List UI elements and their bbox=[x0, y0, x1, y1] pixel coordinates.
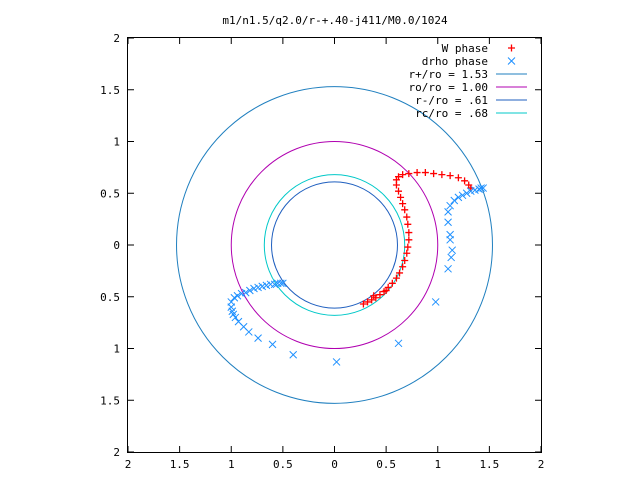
drho-phase-point bbox=[462, 189, 471, 198]
drho-phase-point bbox=[241, 288, 250, 297]
x-tick-label: 1.5 bbox=[479, 458, 499, 471]
x-tick-label: 0 bbox=[331, 458, 338, 471]
drho-phase-point bbox=[332, 358, 341, 366]
drho-phase-point bbox=[444, 208, 452, 216]
x-tick-label: 2 bbox=[125, 458, 132, 471]
drho-phase-point bbox=[231, 313, 240, 322]
y-tick-label: 2 bbox=[113, 32, 120, 45]
legend-label: ro/ro = 1.00 bbox=[409, 81, 488, 94]
y-tick-label: 2 bbox=[113, 446, 120, 459]
data-points bbox=[227, 169, 488, 366]
y-tick-label: 1 bbox=[113, 343, 120, 356]
w-phase-point bbox=[376, 291, 384, 299]
drho-phase-point bbox=[450, 196, 459, 205]
drho-phase-point bbox=[279, 279, 287, 288]
w-phase-point bbox=[413, 169, 421, 177]
legend-marker bbox=[507, 57, 516, 65]
circle-r-ro bbox=[271, 181, 398, 309]
w-phase-point bbox=[421, 169, 429, 177]
drho-phase-point bbox=[447, 253, 456, 262]
y-tick-label: 1 bbox=[113, 136, 120, 149]
w-phase-point bbox=[399, 263, 407, 271]
w-phase-point bbox=[370, 292, 378, 300]
w-phase-point bbox=[405, 170, 413, 178]
w-phase-point bbox=[405, 236, 413, 244]
axis-ticks: 2 1.5 1 0.5 0 0.5 1 1.5 221.510.500.511.52 bbox=[100, 32, 544, 471]
w-phase-point bbox=[368, 296, 376, 304]
circle-r+ro bbox=[176, 86, 493, 404]
drho-phase-point bbox=[446, 235, 454, 244]
w-phase-point bbox=[396, 269, 404, 277]
drho-phase-point bbox=[254, 334, 262, 343]
w-phase-point bbox=[364, 298, 372, 306]
reference-circles bbox=[176, 86, 493, 404]
drho-phase-point bbox=[268, 340, 277, 349]
drho-phase-point bbox=[446, 201, 454, 210]
w-phase-point bbox=[388, 279, 396, 287]
chart-title: m1/n1.5/q2.0/r-+.40-j411/M0.0/1024 bbox=[222, 14, 448, 27]
legend-label: rc/ro = .68 bbox=[415, 107, 488, 120]
w-phase-point bbox=[395, 187, 403, 195]
x-tick-label: 1.5 bbox=[170, 458, 190, 471]
drho-phase-point bbox=[244, 328, 253, 336]
drho-phase-point bbox=[289, 350, 298, 359]
drho-phase-point bbox=[477, 184, 485, 192]
drho-phase-point bbox=[233, 291, 242, 300]
y-tick-label: 0.5 bbox=[100, 187, 120, 200]
w-phase-point bbox=[404, 220, 412, 228]
drho-phase-point bbox=[394, 339, 403, 348]
w-phase-point bbox=[399, 200, 407, 208]
drho-phase-point bbox=[454, 193, 463, 202]
drho-phase-point bbox=[276, 279, 285, 288]
w-phase-point bbox=[438, 171, 446, 179]
drho-phase-point bbox=[444, 218, 452, 227]
x-tick-label: 0.5 bbox=[273, 458, 293, 471]
w-phase-point bbox=[454, 174, 462, 182]
w-phase-point bbox=[403, 213, 411, 221]
w-phase-point bbox=[382, 287, 390, 295]
x-tick-label: 1 bbox=[228, 458, 235, 471]
w-phase-point bbox=[399, 171, 407, 179]
y-tick-label: 1.5 bbox=[100, 394, 120, 407]
drho-phase-point bbox=[448, 246, 457, 255]
circle-roro bbox=[230, 141, 439, 349]
drho-phase-point bbox=[444, 264, 452, 273]
w-phase-point bbox=[401, 257, 409, 265]
legend-marker bbox=[508, 44, 515, 52]
w-phase-point bbox=[461, 177, 469, 185]
drho-phase-point bbox=[458, 191, 467, 200]
drho-phase-point bbox=[245, 286, 254, 295]
drho-phase-point bbox=[479, 184, 488, 192]
y-tick-label: 0 bbox=[113, 239, 120, 252]
x-tick-label: 2 bbox=[538, 458, 545, 471]
legend-label: W phase bbox=[442, 42, 488, 55]
w-phase-point bbox=[397, 193, 405, 201]
w-phase-point bbox=[392, 274, 400, 282]
w-phase-point bbox=[430, 170, 438, 178]
x-tick-label: 1 bbox=[434, 458, 441, 471]
drho-phase-point bbox=[431, 298, 440, 306]
y-tick-label: 0.5 bbox=[100, 291, 120, 304]
circle-rcro bbox=[263, 174, 406, 316]
w-phase-point bbox=[403, 249, 411, 257]
w-phase-point bbox=[401, 206, 409, 214]
w-phase-point bbox=[359, 300, 367, 308]
legend-label: r-/ro = .61 bbox=[415, 94, 488, 107]
x-tick-label: 0.5 bbox=[376, 458, 396, 471]
y-tick-label: 1.5 bbox=[100, 84, 120, 97]
legend-label: drho phase bbox=[422, 55, 488, 68]
plot-frame bbox=[127, 37, 542, 453]
w-phase-point bbox=[405, 229, 413, 237]
w-phase-point bbox=[404, 243, 412, 251]
legend-label: r+/ro = 1.53 bbox=[409, 68, 488, 81]
w-phase-point bbox=[395, 173, 403, 181]
w-phase-point bbox=[446, 172, 454, 180]
